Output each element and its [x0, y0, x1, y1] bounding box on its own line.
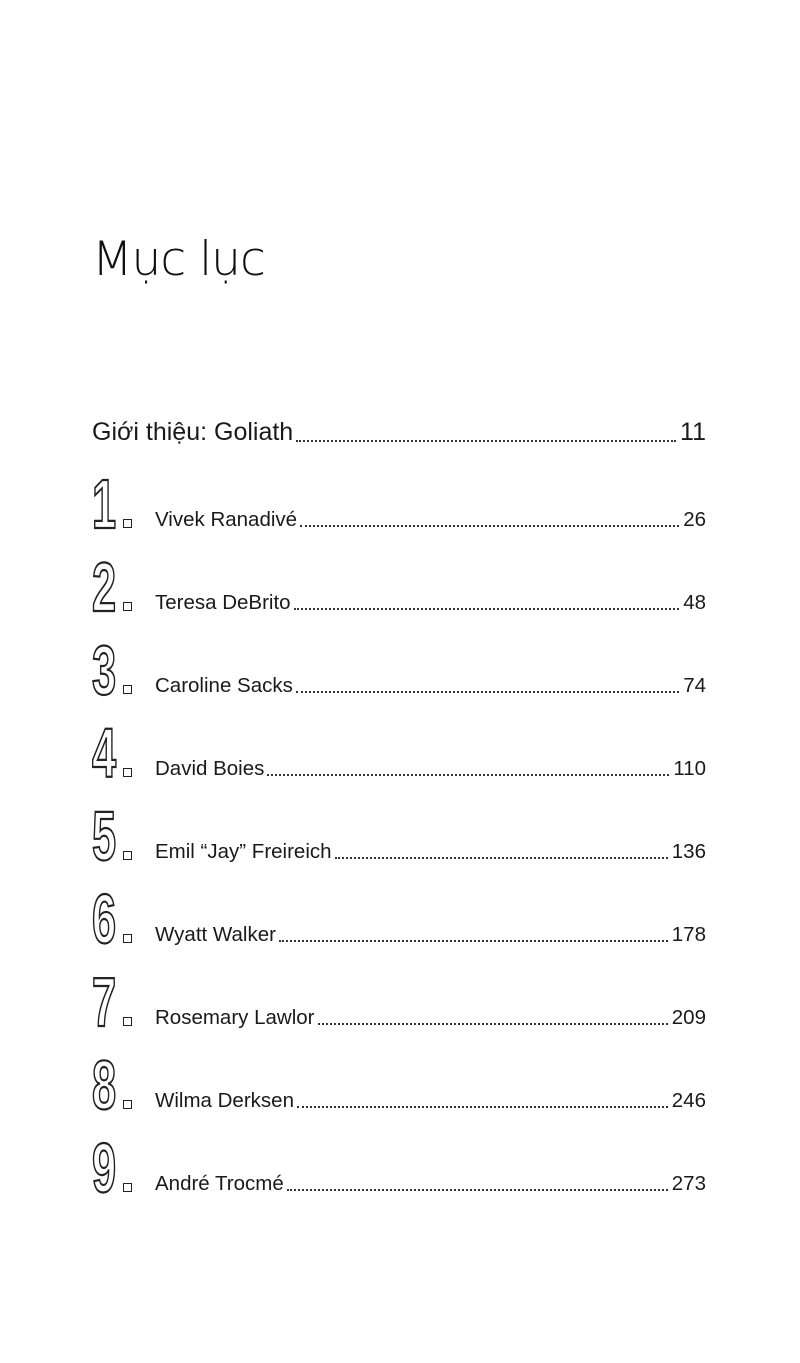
toc-entry-page: 11 — [680, 418, 706, 446]
toc-entry-label: Wilma Derksen — [155, 1089, 294, 1112]
chapter-number-text: 5 — [92, 809, 116, 863]
square-bullet-icon — [123, 685, 132, 694]
dot-leader — [317, 1023, 668, 1025]
toc-entry-page: 178 — [671, 923, 706, 946]
chapter-number-text: 4 — [92, 726, 117, 780]
toc-entry-label: Giới thiệu: Goliath — [92, 418, 294, 446]
toc-entry-label: Vivek Ranadivé — [155, 508, 298, 531]
dot-leader — [334, 857, 668, 859]
dot-leader — [286, 1189, 668, 1191]
toc-entry-page: 246 — [671, 1089, 706, 1112]
toc-entry-label: David Boies — [155, 757, 265, 780]
chapter-number-text: 6 — [92, 892, 116, 946]
chapter-number: 1 — [92, 477, 117, 531]
dot-leader — [300, 525, 680, 527]
toc-entry-page: 273 — [671, 1172, 706, 1195]
chapter-number: 9 — [92, 1141, 117, 1195]
toc-entry-page: 26 — [683, 508, 706, 531]
chapter-number: 6 — [92, 892, 117, 946]
square-bullet-icon — [123, 768, 132, 777]
toc-entry-page: 136 — [671, 840, 706, 863]
dot-leader — [295, 691, 680, 693]
square-bullet-icon — [123, 519, 132, 528]
toc-entry-label: Rosemary Lawlor — [155, 1006, 315, 1029]
dot-leader — [267, 774, 670, 776]
square-bullet-icon — [123, 602, 132, 611]
square-bullet-icon — [123, 934, 132, 943]
toc-entry-label: Teresa DeBrito — [155, 591, 291, 614]
chapter-number-text: 1 — [92, 477, 116, 531]
toc-entry-page: 48 — [683, 591, 706, 614]
dot-leader — [278, 940, 668, 942]
page-title: Mục lục — [92, 232, 266, 287]
dot-leader — [293, 608, 680, 610]
square-bullet-icon — [123, 851, 132, 860]
square-bullet-icon — [123, 1183, 132, 1192]
chapter-number-text: 7 — [92, 975, 116, 1029]
chapter-number: 2 — [92, 560, 117, 614]
toc-entry-page: 74 — [683, 674, 706, 697]
toc-entry-label: Wyatt Walker — [155, 923, 276, 946]
toc-entry-label: Caroline Sacks — [155, 674, 293, 697]
toc-entry-label: André Trocmé — [155, 1172, 284, 1195]
chapter-number-text: 2 — [92, 560, 116, 614]
dot-leader — [296, 1106, 668, 1108]
toc-entry-label: Emil “Jay” Freireich — [155, 840, 332, 863]
chapter-number: 8 — [92, 1058, 117, 1112]
chapter-number-text: 8 — [92, 1058, 116, 1112]
dot-leader — [296, 440, 677, 442]
chapter-number-text: 9 — [92, 1141, 116, 1195]
chapter-number-text: 3 — [92, 643, 116, 697]
chapter-number: 5 — [92, 809, 117, 863]
toc-entry-page: 110 — [673, 757, 706, 780]
toc-entry-page: 209 — [671, 1006, 706, 1029]
square-bullet-icon — [123, 1100, 132, 1109]
square-bullet-icon — [123, 1017, 132, 1026]
chapter-number: 4 — [92, 726, 117, 780]
chapter-number: 3 — [92, 643, 117, 697]
chapter-number: 7 — [92, 975, 117, 1029]
